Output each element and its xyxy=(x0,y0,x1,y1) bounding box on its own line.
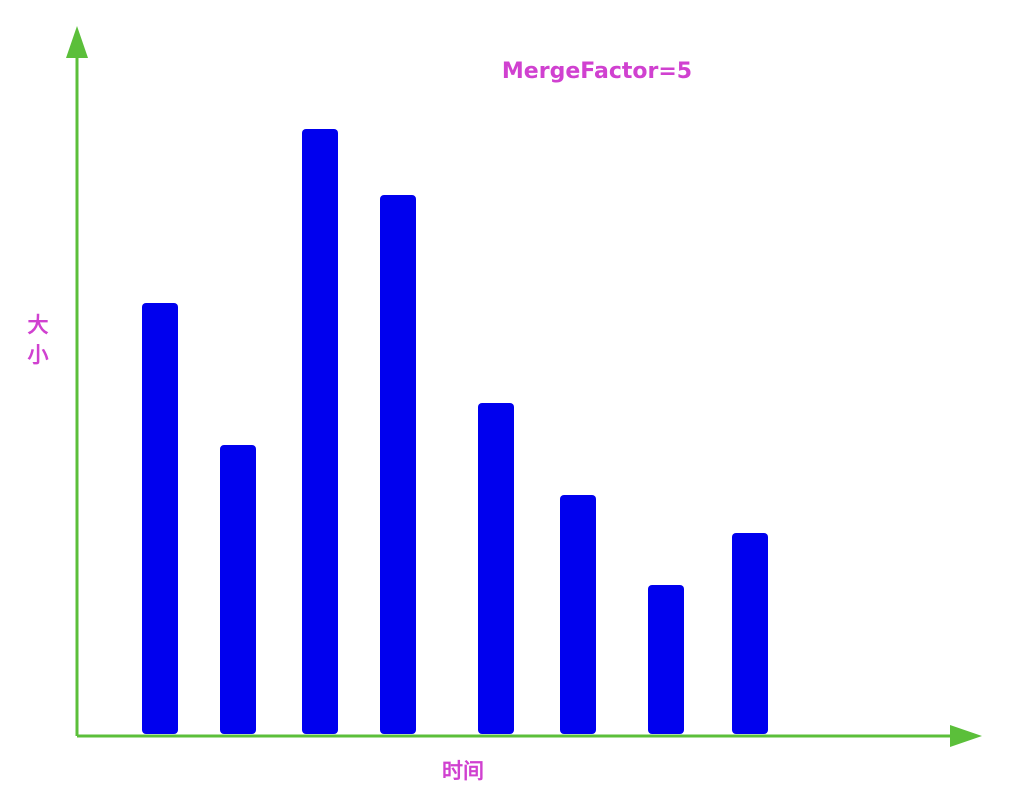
bar xyxy=(380,195,416,734)
bar xyxy=(648,585,684,734)
bar xyxy=(478,403,514,734)
bar xyxy=(302,129,338,734)
x-axis-arrow-icon xyxy=(950,725,982,747)
bars xyxy=(142,129,768,734)
bar xyxy=(560,495,596,734)
bar xyxy=(220,445,256,734)
bar xyxy=(732,533,768,734)
y-axis-arrow-icon xyxy=(66,26,88,58)
x-axis-label: 时间 xyxy=(442,759,484,783)
bar xyxy=(142,303,178,734)
chart-title: MergeFactor=5 xyxy=(502,59,692,84)
y-axis-label: 大小 xyxy=(28,313,49,367)
